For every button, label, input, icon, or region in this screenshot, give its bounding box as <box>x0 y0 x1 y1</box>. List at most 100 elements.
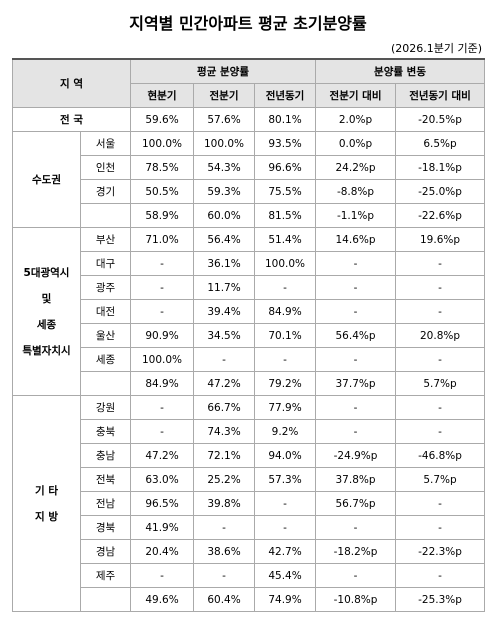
cell: 9.2% <box>254 419 317 444</box>
empty-cell <box>79 371 132 396</box>
cell: -25.0%p <box>395 179 486 204</box>
empty-cell <box>79 203 132 228</box>
cell: - <box>315 275 397 300</box>
cell: - <box>315 395 397 420</box>
cell: 100.0% <box>193 131 256 156</box>
subtotal-row: 84.9% 47.2% 79.2% 37.7%p 5.7%p <box>13 371 486 396</box>
cell: 6.5%p <box>395 131 486 156</box>
empty-cell <box>79 587 132 612</box>
region: 전북 <box>79 467 132 492</box>
cell: - <box>193 515 256 540</box>
cell: - <box>315 563 397 588</box>
cell: 78.5% <box>130 155 195 180</box>
cell: 77.9% <box>254 395 317 420</box>
cell: 47.2% <box>130 443 195 468</box>
subtotal-cell: 84.9% <box>130 371 195 396</box>
cell: 36.1% <box>193 251 256 276</box>
region: 경남 <box>79 539 132 564</box>
cell: -22.3%p <box>395 539 486 564</box>
cell: - <box>315 419 397 444</box>
data-row: 전남 96.5% 39.8% -56.7%p - <box>13 491 486 516</box>
cell: 72.1% <box>193 443 256 468</box>
subtotal-cell: 60.4% <box>193 587 256 612</box>
cell: 84.9% <box>254 299 317 324</box>
data-row: 경기 50.5% 59.3% 75.5% -8.8%p -25.0%p <box>13 179 486 204</box>
subtotal-cell: 47.2% <box>193 371 256 396</box>
cell: 39.4% <box>193 299 256 324</box>
group-label-line: 기 타 <box>35 484 58 497</box>
cell: - <box>315 515 397 540</box>
region: 전남 <box>79 491 132 516</box>
data-row: 인천 78.5% 54.3% 96.6% 24.2%p -18.1%p <box>13 155 486 180</box>
cell: - <box>254 275 317 300</box>
region: 충북 <box>79 419 132 444</box>
subtotal-cell: 60.0% <box>193 203 256 228</box>
cell: 41.9% <box>130 515 195 540</box>
subtotal-cell: 79.2% <box>254 371 317 396</box>
data-row: 세종 100.0% - - - - <box>13 347 486 372</box>
column-header: 전년동기 대비 <box>395 83 486 108</box>
group-header: 분양률 변동 <box>315 58 486 84</box>
cell: - <box>395 419 486 444</box>
cell: 20.4% <box>130 539 195 564</box>
column-header: 현분기 <box>130 83 195 108</box>
title: 지역별 민간아파트 평균 초기분양률 <box>129 14 367 33</box>
cell: 74.3% <box>193 419 256 444</box>
cell: - <box>395 515 486 540</box>
subtotal-cell: 81.5% <box>254 203 317 228</box>
cell: -24.9%p <box>315 443 397 468</box>
header-row: 현분기 전분기 전년동기 전분기 대비 전년동기 대비 <box>13 83 486 108</box>
cell: 0.0%p <box>315 131 397 156</box>
data-row: 충북 -74.3% 9.2% - - <box>13 419 486 444</box>
cell: 25.2% <box>193 467 256 492</box>
cell: 51.4% <box>254 227 317 252</box>
data-row: 5대광역시 및 세종 특별자치시 부산 71.0% 56.4% 51.4% 14.6%p 19.6… <box>12 227 486 396</box>
cell: 90.9% <box>130 323 195 348</box>
data-row: 수도권 서울 100.0% 100.0% 93.5% 0.0%p 6.5%p <box>12 131 486 228</box>
data-row: 경북 41.9% - - - - <box>13 515 486 540</box>
cell: - <box>315 347 397 372</box>
group-label-line: 세종 <box>36 318 57 331</box>
cell: 56.4%p <box>315 323 397 348</box>
data-row: 경남 20.4% 38.6% 42.7% -18.2%p -22.3%p <box>13 539 486 564</box>
cell: 66.7% <box>193 395 256 420</box>
cell: 94.0% <box>254 443 317 468</box>
header-row: 지 역 평균 분양률 분양률 변동 <box>11 58 486 108</box>
cell: 5.7%p <box>395 467 486 492</box>
cell: 93.5% <box>254 131 317 156</box>
cell: 54.3% <box>193 155 256 180</box>
column-header: 전분기 대비 <box>315 83 397 108</box>
region: 제주 <box>79 563 132 588</box>
region: 서울 <box>79 131 132 156</box>
cell: 34.5% <box>193 323 256 348</box>
group-label: 수도권 <box>12 131 81 228</box>
cell: - <box>130 419 195 444</box>
subtotal-cell: -22.6%p <box>395 203 486 228</box>
cell: - <box>395 491 486 516</box>
subtotal-cell: 5.7%p <box>395 371 486 396</box>
cell: -46.8%p <box>395 443 486 468</box>
cell: -18.2%p <box>315 539 397 564</box>
table: 지 역 평균 분양률 분양률 변동 현분기 전분기 전년동기 전분기 대비 전년동기 대비 전 … <box>11 58 486 612</box>
group-label: 5대광역시 및 세종 특별자치시 <box>12 227 81 396</box>
cell: - <box>395 563 486 588</box>
subtotal-row: 49.6% 60.4% 74.9% -10.8%p -25.3%p <box>13 587 486 612</box>
cell: 11.7% <box>193 275 256 300</box>
cell: - <box>315 299 397 324</box>
cell: 37.8%p <box>315 467 397 492</box>
cell: - <box>254 491 317 516</box>
data-row: 울산 90.9% 34.5% 70.1% 56.4%p 20.8%p <box>13 323 486 348</box>
group-header: 평균 분양률 <box>130 58 317 84</box>
cell: 59.3% <box>193 179 256 204</box>
cell: 59.6% <box>130 107 195 132</box>
group-label-line: 및 <box>41 292 52 305</box>
cell: 100.0% <box>130 131 195 156</box>
cell: 100.0% <box>130 347 195 372</box>
subtotal-cell: -25.3%p <box>395 587 486 612</box>
region: 대구 <box>79 251 132 276</box>
subtotal-cell: 37.7%p <box>315 371 397 396</box>
cell: - <box>130 563 195 588</box>
cell: 19.6%p <box>395 227 486 252</box>
